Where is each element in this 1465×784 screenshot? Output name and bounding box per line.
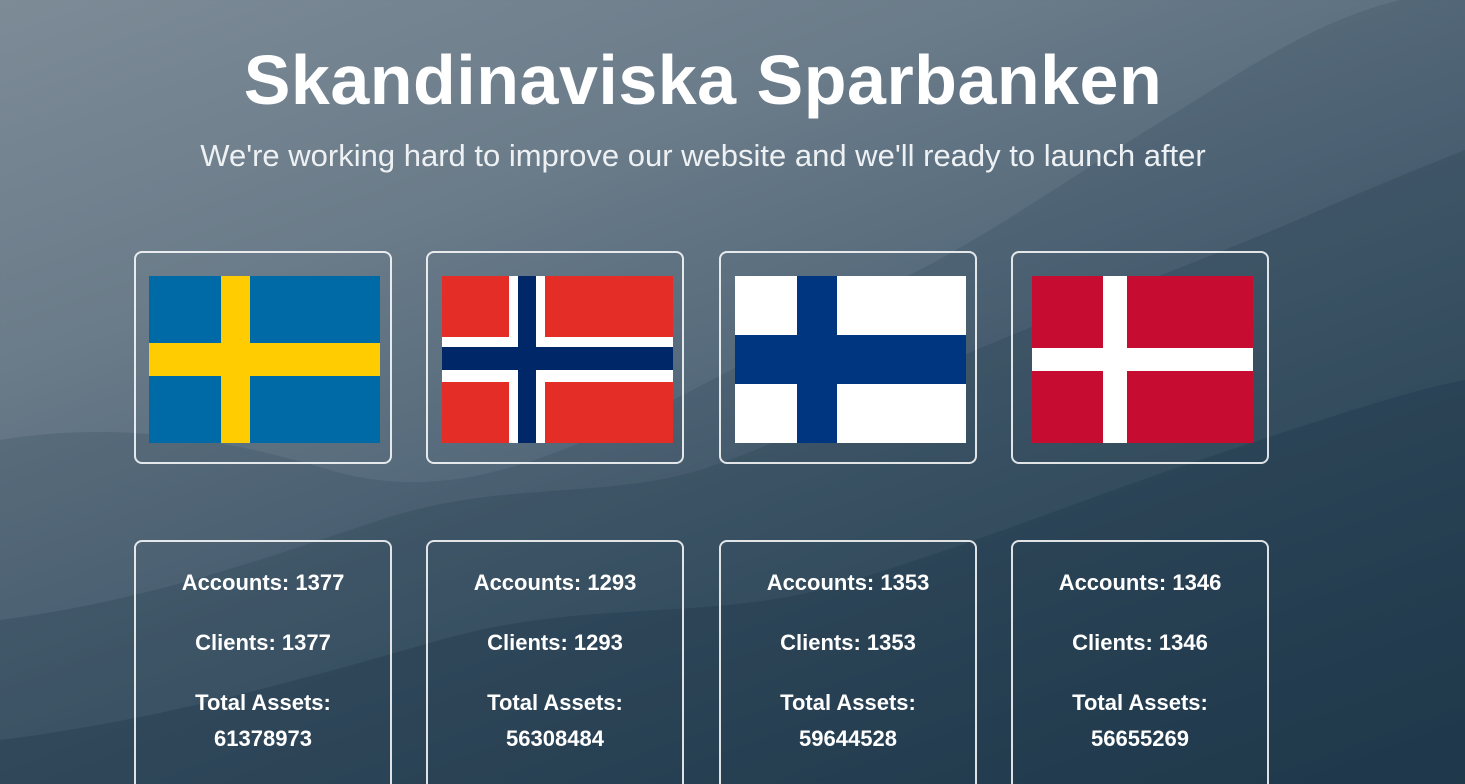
denmark-flag-icon xyxy=(1032,276,1253,443)
norway-flag-icon xyxy=(442,276,673,443)
denmark-stats-card: Accounts: 1346 Clients: 1346 Total Asset… xyxy=(1011,540,1269,784)
total-assets-value: 59644528 xyxy=(799,726,897,751)
total-assets-value: 61378973 xyxy=(214,726,312,751)
total-assets-value: 56655269 xyxy=(1091,726,1189,751)
accounts-count: Accounts: 1293 xyxy=(473,570,637,595)
total-assets-label: Total Assets: xyxy=(195,690,331,715)
norway-stats-card: Accounts: 1293 Clients: 1293 Total Asset… xyxy=(426,540,684,784)
page-title: Skandinaviska Sparbanken xyxy=(243,41,1163,119)
clients-count: Clients: 1346 xyxy=(1072,630,1208,655)
total-assets-label: Total Assets: xyxy=(487,690,623,715)
accounts-count: Accounts: 1346 xyxy=(1058,570,1222,595)
page-subtitle: We're working hard to improve our websit… xyxy=(200,138,1206,173)
sweden-stats-card: Accounts: 1377 Clients: 1377 Total Asset… xyxy=(134,540,392,784)
norway-flag-card xyxy=(426,251,684,464)
finland-stats-card: Accounts: 1353 Clients: 1353 Total Asset… xyxy=(719,540,977,784)
clients-count: Clients: 1353 xyxy=(780,630,916,655)
accounts-count: Accounts: 1353 xyxy=(766,570,930,595)
total-assets-label: Total Assets: xyxy=(1072,690,1208,715)
clients-count: Clients: 1377 xyxy=(195,630,331,655)
accounts-count: Accounts: 1377 xyxy=(181,570,345,595)
clients-count: Clients: 1293 xyxy=(487,630,623,655)
total-assets-label: Total Assets: xyxy=(780,690,916,715)
finland-flag-icon xyxy=(735,276,966,443)
denmark-flag-card xyxy=(1011,251,1269,464)
total-assets-value: 56308484 xyxy=(506,726,604,751)
finland-flag-card xyxy=(719,251,977,464)
sweden-flag-icon xyxy=(149,276,380,443)
sweden-flag-card xyxy=(134,251,392,464)
